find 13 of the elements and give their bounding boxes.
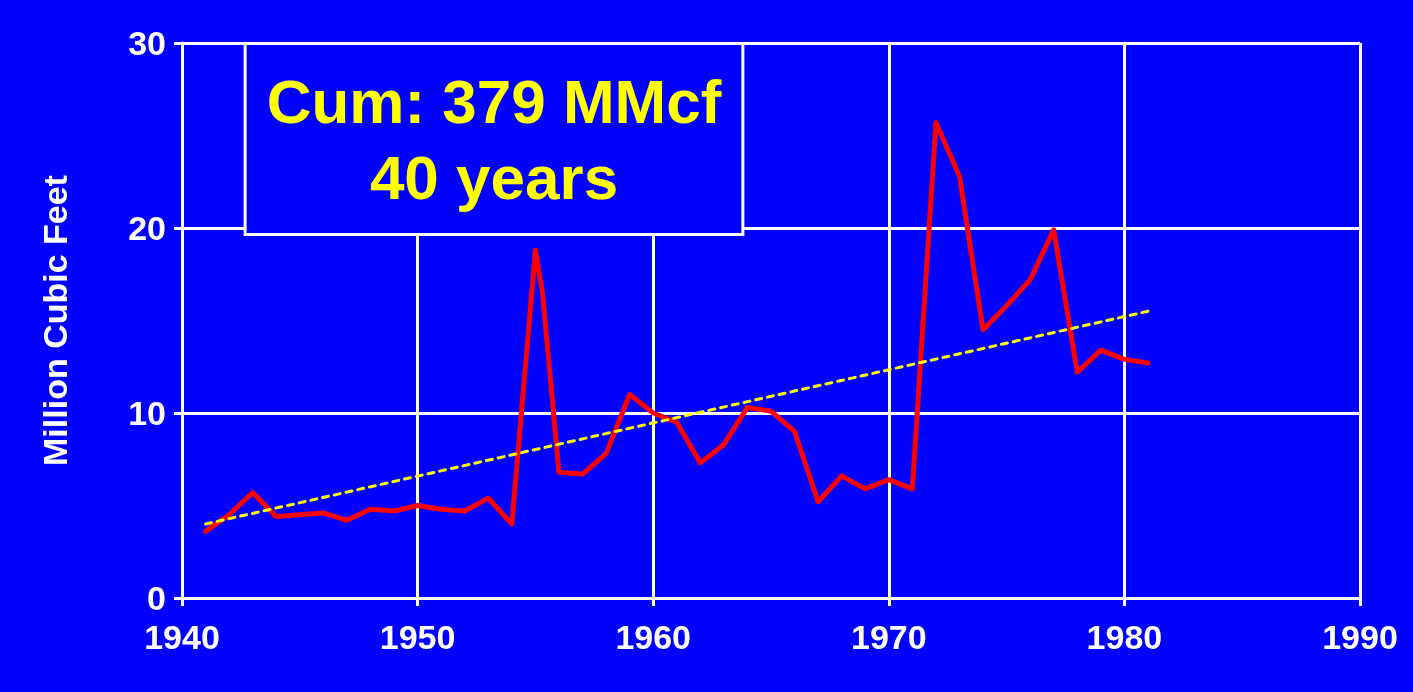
x-tick-label: 1980 xyxy=(1086,618,1163,656)
x-tick-label: 1970 xyxy=(850,618,927,656)
x-tick-label: 1960 xyxy=(615,618,692,656)
y-axis-title: Million Cubic Feet xyxy=(36,175,74,466)
x-tick-label: 1990 xyxy=(1322,618,1398,656)
annotation: Cum: 379 MMcf xyxy=(266,66,722,136)
x-tick-label: 1950 xyxy=(379,618,456,656)
y-tick-label: 20 xyxy=(128,209,166,247)
x-tick-label: 1940 xyxy=(144,618,220,656)
y-tick-label: 30 xyxy=(128,24,166,62)
y-tick-label: 0 xyxy=(147,579,166,617)
annotation: 40 years xyxy=(369,142,619,212)
y-tick-label: 10 xyxy=(128,394,166,432)
